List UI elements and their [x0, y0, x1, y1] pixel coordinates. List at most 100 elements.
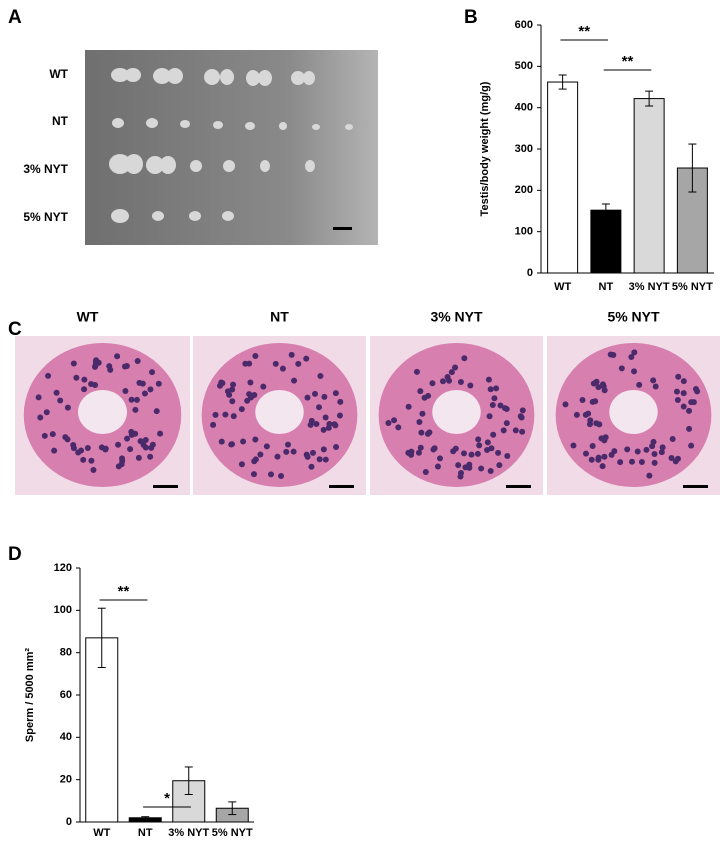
nucleus — [316, 456, 323, 463]
nucleus — [90, 467, 97, 474]
nucleus — [122, 387, 129, 394]
nucleus — [51, 447, 58, 454]
nucleus — [229, 386, 236, 393]
nucleus — [617, 459, 624, 466]
nucleus — [136, 379, 143, 386]
y-tick-label: 300 — [515, 143, 533, 155]
nucleus — [246, 360, 253, 367]
nucleus — [490, 431, 497, 438]
nucleus — [230, 413, 237, 420]
nucleus — [285, 441, 292, 448]
nucleus — [288, 351, 295, 358]
nucleus — [434, 463, 441, 470]
panel-label: 3% NYT — [430, 309, 483, 325]
nucleus — [631, 368, 638, 375]
nucleus — [418, 429, 425, 436]
nucleus — [484, 439, 491, 446]
nucleus — [326, 420, 333, 427]
nucleus — [337, 398, 344, 405]
nucleus — [688, 442, 695, 449]
nucleus — [439, 378, 446, 385]
nucleus — [448, 369, 455, 376]
nucleus — [504, 453, 511, 460]
nucleus — [57, 397, 64, 404]
nucleus — [650, 377, 657, 384]
nucleus — [91, 363, 98, 370]
nucleus — [424, 430, 431, 437]
x-tick-label: NT — [138, 827, 153, 839]
nucleus — [92, 381, 99, 388]
x-tick-label: 5% NYT — [212, 827, 253, 839]
nucleus — [73, 374, 80, 381]
nucleus — [608, 451, 615, 458]
nucleus — [222, 411, 229, 418]
nucleus — [53, 389, 60, 396]
nucleus — [115, 441, 122, 448]
row-label: 3% NYT — [23, 162, 68, 176]
nucleus — [291, 377, 298, 384]
bar — [547, 81, 579, 274]
nucleus — [307, 421, 314, 428]
nucleus — [586, 421, 593, 428]
nucleus — [672, 458, 679, 465]
nucleus — [610, 352, 617, 359]
nucleus — [316, 404, 323, 411]
nucleus — [84, 444, 91, 451]
x-tick-label: WT — [554, 281, 571, 293]
x-tick-label: NT — [599, 281, 614, 293]
nucleus — [45, 372, 52, 379]
nucleus — [385, 419, 392, 426]
x-tick-label: 3% NYT — [168, 827, 209, 839]
nucleus — [279, 365, 286, 372]
nucleus — [680, 403, 687, 410]
nucleus — [149, 369, 156, 376]
nucleus — [141, 390, 148, 397]
nucleus — [444, 374, 451, 381]
nucleus — [601, 387, 608, 394]
nucleus — [495, 449, 502, 456]
nucleus — [634, 448, 641, 455]
nucleus — [252, 353, 259, 360]
nucleus — [128, 428, 135, 435]
nucleus — [212, 411, 219, 418]
nucleus — [624, 446, 631, 453]
panel-letter: A — [8, 7, 22, 28]
nucleus — [405, 449, 412, 456]
nucleus — [283, 448, 290, 455]
nucleus — [210, 421, 217, 428]
nucleus — [413, 368, 420, 375]
nucleus — [308, 463, 315, 470]
nucleus — [589, 443, 596, 450]
bar — [85, 637, 119, 823]
nucleus — [599, 463, 606, 470]
nucleus — [651, 451, 658, 458]
nucleus — [114, 353, 121, 360]
nucleus — [416, 418, 423, 425]
panel-letter: C — [8, 319, 22, 340]
lumen — [255, 390, 304, 434]
nucleus — [132, 406, 139, 413]
nucleus — [631, 349, 638, 356]
scale-bar — [683, 485, 708, 488]
nucleus — [478, 465, 485, 472]
nucleus — [461, 355, 468, 362]
lumen — [78, 390, 127, 434]
nucleus — [474, 450, 481, 457]
nucleus — [228, 441, 235, 448]
nucleus — [295, 360, 302, 367]
y-tick-label: 20 — [60, 774, 72, 786]
nucleus — [429, 380, 436, 387]
x-tick-label: 3% NYT — [629, 281, 670, 293]
y-tick-label: 0 — [527, 267, 533, 279]
nucleus — [460, 450, 467, 457]
nucleus — [336, 412, 343, 419]
nucleus — [250, 471, 257, 478]
nucleus — [81, 386, 88, 393]
nucleus — [658, 449, 665, 456]
nucleus — [425, 392, 432, 399]
nucleus — [133, 396, 140, 403]
nucleus — [70, 360, 77, 367]
nucleus — [238, 461, 245, 468]
nucleus — [391, 417, 398, 424]
nucleus — [595, 456, 602, 463]
